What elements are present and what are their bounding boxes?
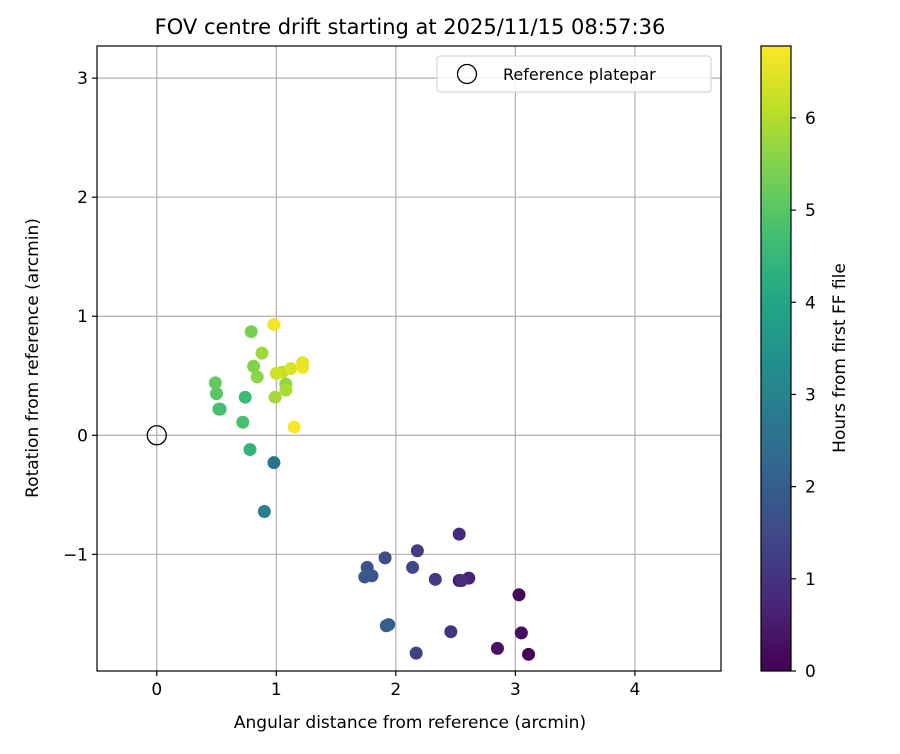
data-point — [210, 387, 224, 401]
data-point — [250, 370, 264, 384]
reference-marker — [146, 425, 167, 446]
data-point — [243, 443, 257, 457]
colorbar-tick-label: 3 — [805, 385, 816, 405]
data-point — [247, 359, 261, 373]
data-point — [279, 383, 293, 397]
colorbar-label: Hours from first FF file — [830, 263, 850, 453]
data-point — [409, 646, 423, 660]
y-tick-label: 3 — [77, 69, 88, 89]
colorbar — [760, 45, 792, 672]
y-axis-label: Rotation from reference (arcmin) — [23, 218, 43, 498]
chart-title: FOV centre drift starting at 2025/11/15 … — [155, 15, 666, 39]
x-tick-label: 0 — [151, 680, 162, 700]
data-point — [267, 456, 281, 470]
y-tick-label: 0 — [77, 426, 88, 446]
x-tick-label: 4 — [630, 680, 641, 700]
data-point — [512, 588, 526, 602]
data-point — [236, 415, 250, 429]
colorbar-tick-label: 2 — [805, 478, 816, 498]
data-point — [358, 570, 372, 584]
data-point — [269, 366, 283, 380]
x-tick-label: 2 — [390, 680, 401, 700]
data-point — [255, 346, 269, 360]
data-point — [257, 504, 271, 518]
y-tick-label: 1 — [77, 307, 88, 327]
data-point — [284, 362, 298, 376]
colorbar-tick-label: 4 — [805, 293, 816, 313]
data-point — [455, 574, 469, 588]
data-point — [514, 626, 528, 640]
data-point — [452, 527, 466, 541]
data-point — [238, 390, 252, 404]
legend-label-reference: Reference platepar — [503, 65, 656, 84]
x-tick-label: 1 — [271, 680, 282, 700]
data-point — [522, 647, 536, 661]
data-point — [287, 420, 301, 434]
legend-marker-reference — [456, 63, 478, 85]
data-point — [379, 619, 393, 633]
data-point — [406, 560, 420, 574]
colorbar-tick-label: 0 — [805, 662, 816, 682]
colorbar-tick-label: 1 — [805, 570, 816, 590]
data-point — [212, 402, 226, 416]
data-point — [267, 318, 281, 332]
data-point — [244, 325, 258, 339]
y-tick-label: −1 — [63, 545, 88, 565]
data-point — [490, 641, 504, 655]
plot-frame — [96, 45, 722, 672]
data-point — [428, 572, 442, 586]
colorbar-tick-label: 6 — [805, 109, 816, 129]
data-point — [410, 544, 424, 558]
colorbar-tick-label: 5 — [805, 201, 816, 221]
data-point — [296, 360, 310, 374]
data-point — [378, 551, 392, 565]
x-axis-label: Angular distance from reference (arcmin) — [234, 713, 586, 733]
x-tick-label: 3 — [510, 680, 521, 700]
y-tick-label: 2 — [77, 188, 88, 208]
data-point — [208, 376, 222, 390]
data-point — [268, 390, 282, 404]
legend-box — [436, 55, 712, 93]
data-point — [444, 625, 458, 639]
